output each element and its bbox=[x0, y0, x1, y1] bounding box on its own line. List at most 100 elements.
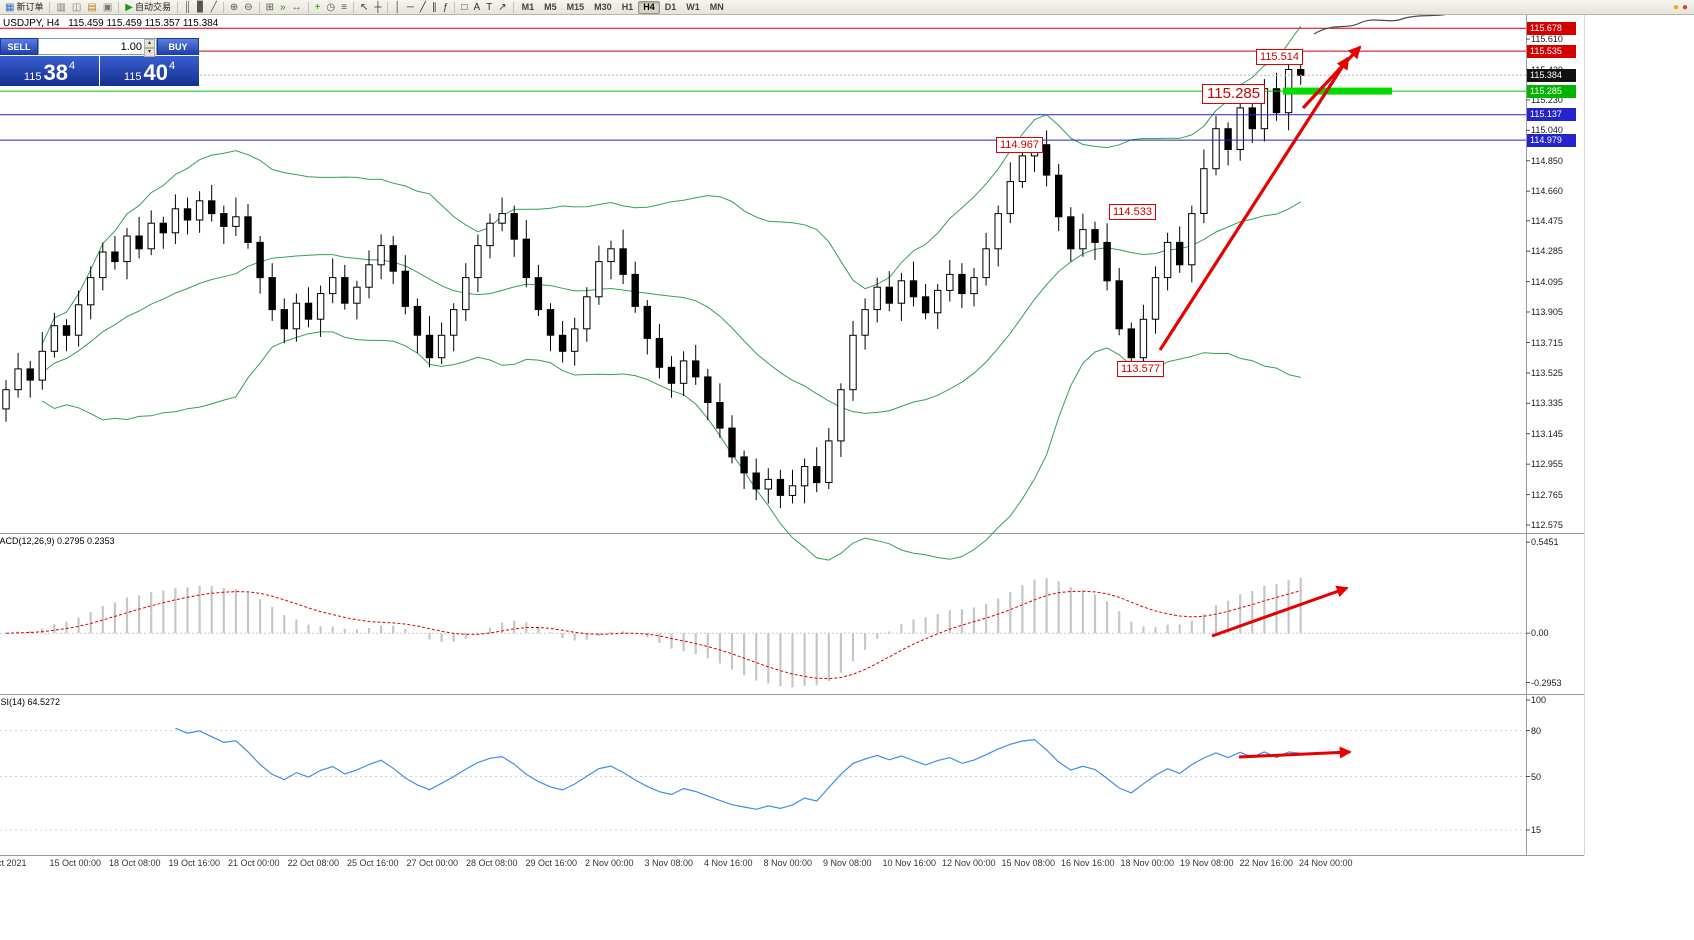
buy-button[interactable]: BUY bbox=[157, 38, 199, 55]
buy-price-sup: 4 bbox=[168, 60, 176, 72]
templates-button[interactable]: ≡ bbox=[338, 1, 350, 14]
buy-price-big: 40 bbox=[143, 60, 168, 85]
templates-icon: ≡ bbox=[341, 1, 347, 13]
timeframe-h1-button[interactable]: H1 bbox=[621, 1, 634, 12]
time-axis-label: 19 Nov 08:00 bbox=[1180, 858, 1234, 868]
volume-input[interactable] bbox=[39, 39, 156, 54]
price-axis-label: 115.230 bbox=[1531, 94, 1563, 105]
vertical-line-button[interactable]: │ bbox=[391, 1, 403, 14]
freehand-curve bbox=[1313, 13, 1449, 35]
rsi-scale-label: 15 bbox=[1531, 825, 1542, 835]
toolbar-separator bbox=[387, 1, 389, 13]
crosshair-button[interactable]: ┼ bbox=[371, 1, 384, 14]
ohlc-values: 115.459 115.459 115.357 115.384 bbox=[68, 18, 219, 29]
price-axis-label: 114.850 bbox=[1531, 155, 1563, 166]
price-tag-115.535: 115.535 bbox=[1527, 44, 1576, 58]
price-annotation[interactable]: 115.285 bbox=[1202, 84, 1266, 104]
label-button[interactable]: T bbox=[483, 1, 495, 14]
tile-windows-icon[interactable]: ⊞ bbox=[263, 1, 277, 14]
trend-arrow-top[interactable] bbox=[1301, 45, 1362, 110]
macd-scale-label: 0.5451 bbox=[1531, 537, 1559, 548]
text-button[interactable]: A bbox=[470, 1, 483, 14]
timeframe-mn-button[interactable]: MN bbox=[709, 1, 724, 12]
channel-button[interactable]: ∥ bbox=[429, 1, 440, 14]
shapes-button[interactable]: □ bbox=[458, 1, 470, 14]
line-chart-icon[interactable]: ╱ bbox=[208, 1, 220, 14]
bollinger-bands bbox=[41, 25, 1302, 561]
sell-price-quote[interactable]: 115 38 4 bbox=[0, 56, 99, 86]
volume-increase-button[interactable]: ▴ bbox=[144, 39, 155, 48]
volume-decrease-button[interactable]: ▾ bbox=[144, 48, 155, 57]
time-axis-label: 12 Nov 00:00 bbox=[942, 858, 996, 868]
rsi-line bbox=[175, 727, 1301, 810]
price-annotation[interactable]: 114.967 bbox=[996, 137, 1043, 153]
timeframe-m30-button[interactable]: M30 bbox=[594, 1, 612, 12]
price-tag-114.979: 114.979 bbox=[1527, 133, 1576, 147]
arrows-button[interactable]: ↗ bbox=[495, 1, 509, 14]
rsi-scale-label: 80 bbox=[1531, 725, 1542, 736]
price-annotation[interactable]: 115.514 bbox=[1256, 49, 1303, 65]
sell-price-big: 38 bbox=[43, 60, 68, 85]
auto-scroll-icon[interactable]: » bbox=[277, 1, 289, 14]
timeframe-m1-button[interactable]: M1 bbox=[521, 1, 535, 12]
periods-button[interactable]: ◷ bbox=[323, 1, 338, 14]
community-icon[interactable]: ● bbox=[1681, 1, 1688, 13]
indicators-button[interactable]: + bbox=[312, 1, 324, 14]
thick-green-segment bbox=[1283, 87, 1392, 95]
price-annotation[interactable]: 113.577 bbox=[1117, 361, 1164, 377]
chart-shift-icon[interactable]: ↔ bbox=[289, 1, 305, 14]
autotrading-button[interactable]: ▶ 自动交易 bbox=[122, 1, 174, 14]
time-axis-label: 27 Oct 00:00 bbox=[406, 858, 459, 868]
buy-price-quote[interactable]: 115 40 4 bbox=[100, 56, 199, 86]
sell-button[interactable]: SELL bbox=[0, 38, 38, 55]
trendline-button[interactable]: ╱ bbox=[417, 1, 429, 14]
toolbar-separator bbox=[307, 1, 309, 13]
navigator-icon[interactable]: ▤ bbox=[84, 1, 99, 14]
timeframe-m15-button[interactable]: M15 bbox=[566, 1, 585, 12]
fibonacci-button[interactable]: ƒ bbox=[440, 1, 452, 14]
tile-windows-icon-icon: ⊞ bbox=[265, 1, 274, 13]
toolbar-separator bbox=[49, 1, 51, 13]
chart-ohlc-title: USDJPY, H4 115.459 115.459 115.357 115.3… bbox=[3, 18, 218, 29]
horizontal-line-button[interactable]: ─ bbox=[404, 1, 417, 14]
timeframe-m5-button[interactable]: M5 bbox=[544, 1, 557, 12]
toolbar-right: ● ● bbox=[1673, 2, 1692, 13]
price-axis-label: 112.575 bbox=[1531, 520, 1563, 530]
new-order-button[interactable]: ▦ 新订单 bbox=[2, 1, 46, 14]
zoom-out-icon[interactable]: ⊖ bbox=[241, 1, 255, 14]
trend-arrow-main[interactable] bbox=[1158, 56, 1350, 351]
macd-indicator-label: MACD(12,26,9) 0.2795 0.2353 bbox=[0, 536, 115, 546]
timeframe-d1-button[interactable]: D1 bbox=[664, 1, 677, 12]
time-axis-label: 15 Nov 08:00 bbox=[1001, 858, 1056, 868]
rsi-scale-label: 100 bbox=[1531, 695, 1547, 705]
rsi-arrow[interactable] bbox=[1238, 746, 1352, 759]
time-axis-label: 24 Nov 00:00 bbox=[1299, 858, 1353, 868]
indicators-icon: + bbox=[314, 1, 321, 13]
time-axis-label: 25 Oct 16:00 bbox=[347, 858, 399, 868]
text-icon: A bbox=[473, 1, 481, 13]
bar-chart-icon[interactable]: ║ bbox=[181, 1, 194, 14]
time-axis-label: 4 Nov 16:00 bbox=[704, 858, 753, 868]
market-watch-icon-icon: ▥ bbox=[56, 1, 66, 13]
market-watch-icon[interactable]: ▥ bbox=[53, 1, 68, 14]
timeframe-w1-button[interactable]: W1 bbox=[686, 1, 700, 12]
cursor-button[interactable]: ↖ bbox=[357, 1, 371, 14]
time-axis-label: 18 Oct 08:00 bbox=[109, 858, 161, 868]
price-annotation[interactable]: 114.533 bbox=[1109, 204, 1156, 220]
zoom-in-icon[interactable]: ⊕ bbox=[227, 1, 241, 14]
channel-icon: ∥ bbox=[431, 1, 437, 13]
macd-arrow[interactable] bbox=[1211, 585, 1349, 638]
macd-scale-label: 0.00 bbox=[1531, 628, 1549, 639]
alert-icon[interactable]: ● bbox=[1672, 1, 1679, 13]
price-tag-115.678: 115.678 bbox=[1527, 21, 1576, 35]
candlestick-chart-icon[interactable]: ▊ bbox=[194, 1, 208, 14]
horizontal-line-icon: ─ bbox=[406, 1, 414, 13]
timeframe-h4-button[interactable]: H4 bbox=[638, 0, 660, 14]
sell-price-small: 115 bbox=[23, 71, 42, 83]
toolbar-separator bbox=[352, 1, 354, 13]
time-axis-label: 18 Nov 00:00 bbox=[1120, 858, 1175, 868]
data-window-icon[interactable]: ◫ bbox=[69, 1, 84, 14]
terminal-icon[interactable]: ▣ bbox=[100, 1, 115, 14]
